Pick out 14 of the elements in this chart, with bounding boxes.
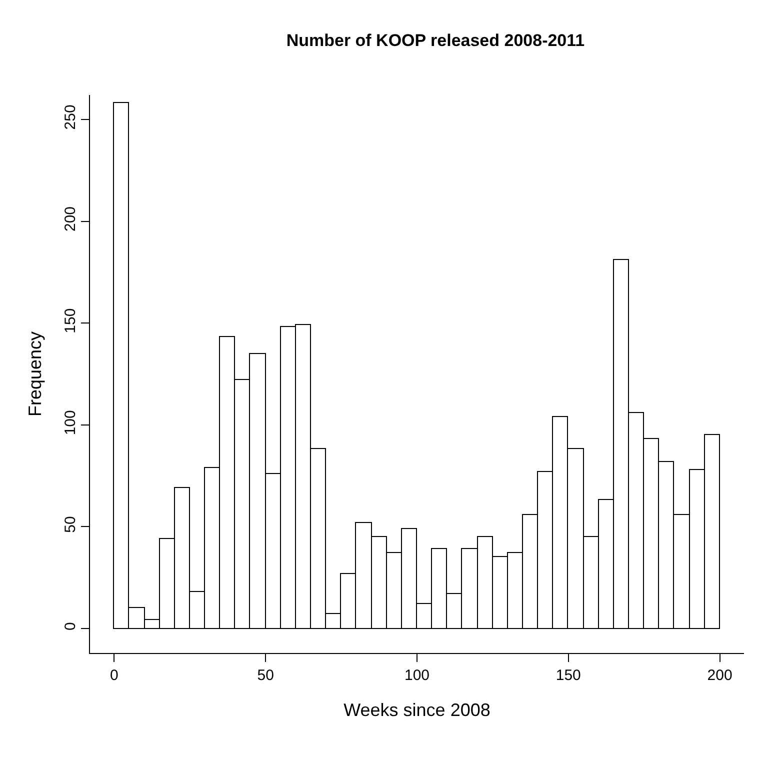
x-tick-label: 200 [707,667,732,684]
y-tick-label: 250 [62,104,79,130]
y-axis-title: Frequency [25,331,46,417]
x-axis-title: Weeks since 2008 [344,700,490,720]
y-tick-label: 0 [62,622,79,630]
y-tick-label: 200 [62,206,79,232]
chart-title: Number of KOOP released 2008-2011 [286,31,585,50]
x-tick-label: 150 [556,667,581,684]
x-tick-label: 0 [110,667,118,684]
y-tick-label: 50 [62,516,79,533]
y-tick-label: 150 [62,308,79,334]
y-tick-label: 100 [62,410,79,436]
x-tick-label: 100 [404,667,430,684]
x-tick-label: 50 [257,667,274,684]
